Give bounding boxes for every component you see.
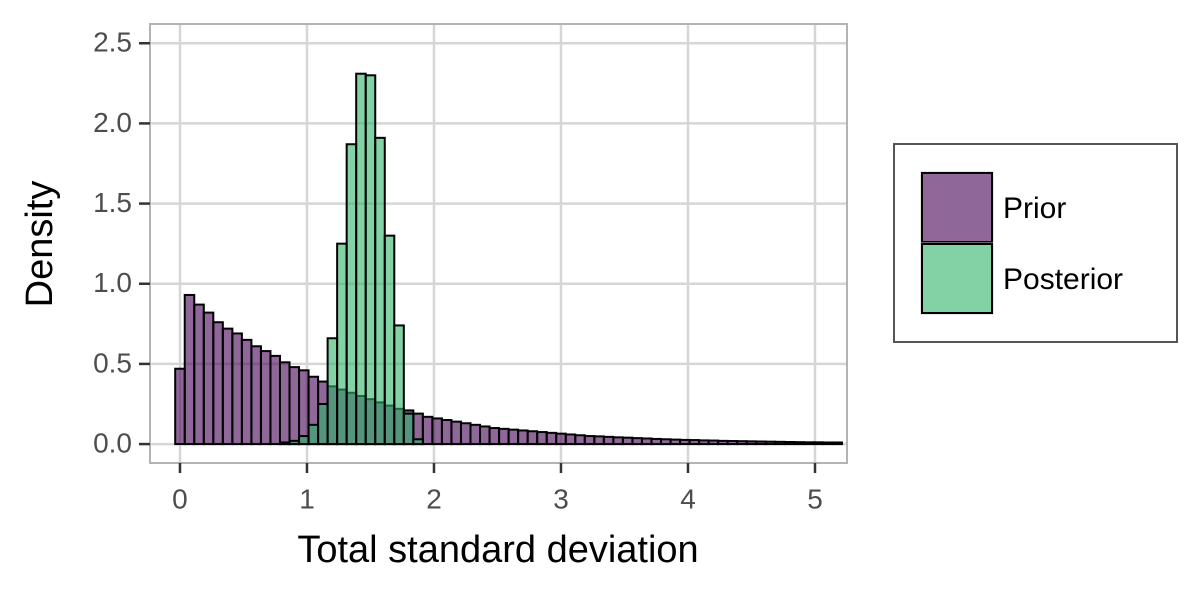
axes: 0.0 0.5 1.0 1.5 2.0 2.5 0 1 2 3 4 5 bbox=[93, 27, 823, 515]
bar bbox=[593, 435, 605, 446]
bar bbox=[602, 435, 615, 446]
legend-swatch bbox=[921, 243, 993, 314]
bar bbox=[364, 74, 377, 446]
bar bbox=[783, 440, 796, 446]
legend-label: Posterior bbox=[1003, 263, 1123, 296]
bar bbox=[736, 440, 748, 446]
bar bbox=[717, 439, 729, 446]
bar bbox=[679, 438, 691, 446]
bar bbox=[193, 303, 205, 446]
bar bbox=[402, 412, 415, 446]
bar bbox=[431, 417, 443, 446]
y-tick-label: 0.5 bbox=[93, 347, 132, 378]
bar bbox=[631, 437, 643, 446]
bar bbox=[574, 434, 586, 446]
bar bbox=[821, 441, 834, 446]
bar bbox=[383, 234, 396, 446]
bar bbox=[507, 428, 520, 446]
bar bbox=[498, 427, 510, 446]
bar bbox=[536, 431, 548, 446]
bar bbox=[669, 438, 682, 446]
bar bbox=[202, 311, 215, 446]
y-tick-label: 0.0 bbox=[93, 427, 132, 458]
bar bbox=[412, 438, 424, 446]
bar bbox=[793, 441, 805, 446]
y-axis-title: Density bbox=[19, 181, 61, 308]
bar bbox=[707, 439, 720, 446]
bar bbox=[698, 439, 710, 446]
bar bbox=[393, 324, 405, 446]
bar bbox=[250, 345, 262, 446]
bar bbox=[755, 440, 767, 446]
bar bbox=[802, 441, 815, 446]
bar bbox=[355, 72, 367, 446]
bar bbox=[240, 338, 253, 446]
bar bbox=[660, 438, 672, 446]
bar bbox=[288, 439, 301, 446]
y-tick-label: 2.5 bbox=[93, 27, 132, 58]
bar bbox=[450, 420, 462, 446]
bar bbox=[307, 423, 320, 446]
bar bbox=[269, 354, 281, 446]
panel-border bbox=[149, 23, 848, 464]
bar bbox=[640, 437, 653, 446]
bar bbox=[212, 321, 224, 446]
x-axis-title: Total standard deviation bbox=[297, 529, 698, 571]
x-tick-label: 0 bbox=[172, 483, 188, 514]
bar bbox=[688, 439, 701, 446]
bar bbox=[650, 437, 663, 446]
bar bbox=[726, 440, 739, 446]
bar bbox=[421, 415, 434, 446]
bar bbox=[545, 431, 558, 446]
bar bbox=[555, 432, 567, 446]
bar bbox=[612, 436, 624, 446]
bar bbox=[336, 242, 348, 446]
legend-swatch bbox=[921, 172, 993, 243]
bar bbox=[488, 427, 501, 446]
bar bbox=[298, 369, 310, 446]
bar bbox=[288, 366, 301, 446]
y-tick-label: 1.5 bbox=[93, 187, 132, 218]
bar bbox=[745, 440, 758, 446]
x-tick-label: 2 bbox=[426, 483, 442, 514]
bar bbox=[278, 441, 291, 446]
legend: Prior Posterior bbox=[920, 171, 1123, 315]
y-tick-label: 1.0 bbox=[93, 267, 132, 298]
bar bbox=[459, 422, 472, 446]
bar bbox=[564, 433, 577, 446]
bar bbox=[440, 419, 453, 446]
bar bbox=[278, 361, 291, 446]
bar bbox=[326, 337, 339, 446]
bar bbox=[469, 423, 482, 446]
bar bbox=[221, 327, 234, 446]
bar bbox=[774, 440, 786, 446]
bar bbox=[764, 440, 777, 446]
y-tick-label: 2.0 bbox=[93, 107, 132, 138]
bar bbox=[231, 332, 243, 446]
bar bbox=[298, 435, 310, 446]
bar bbox=[259, 350, 272, 446]
bar bbox=[831, 441, 843, 446]
bar bbox=[583, 435, 596, 446]
bar bbox=[479, 425, 491, 446]
bar bbox=[812, 441, 824, 446]
legend-label: Prior bbox=[1003, 192, 1066, 225]
bar bbox=[517, 429, 529, 446]
bar bbox=[345, 143, 358, 446]
bars bbox=[174, 72, 843, 446]
bar bbox=[317, 402, 329, 446]
x-tick-label: 1 bbox=[299, 483, 315, 514]
bar bbox=[174, 367, 186, 446]
bar bbox=[621, 436, 634, 446]
bar bbox=[183, 293, 196, 446]
bar bbox=[374, 136, 386, 446]
x-tick-label: 5 bbox=[807, 483, 823, 514]
x-tick-label: 3 bbox=[553, 483, 569, 514]
x-tick-label: 4 bbox=[680, 483, 696, 514]
bar bbox=[526, 430, 539, 446]
